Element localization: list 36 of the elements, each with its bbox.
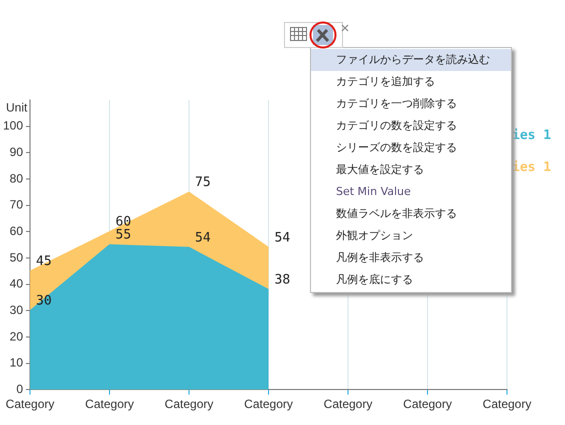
annotation: カテゴリの数を設定する — [335, 118, 458, 134]
x-tick-label: Category — [482, 397, 532, 412]
x-tick-label: Category — [244, 397, 293, 412]
y-tick-label: 60 — [10, 224, 24, 238]
data-label: 38 — [274, 272, 290, 288]
annotation: 凡例を底にする — [335, 272, 414, 288]
annotation: 最大値を設定する — [335, 162, 425, 178]
annotation: Set Min Value — [335, 184, 412, 200]
y-tick-label: 10 — [10, 356, 24, 370]
data-label: 54 — [195, 230, 211, 246]
annotation: 数値ラベルを非表示する — [335, 206, 458, 222]
text: ies 1 — [512, 128, 552, 143]
annotation: 外観オプション — [335, 228, 414, 244]
text: カテゴリを追加する — [336, 75, 435, 88]
data-label: 55 — [116, 228, 132, 243]
x-tick-label: Category — [85, 397, 134, 412]
y-tick-label: 0 — [16, 382, 24, 396]
y-tick-label: 70 — [10, 198, 24, 212]
x-tick-label: Category — [403, 397, 452, 412]
x-tick-label: Category — [6, 397, 54, 412]
y-tick-label: 90 — [10, 144, 24, 159]
data-label: 75 — [195, 175, 211, 190]
annotation: シリーズの数を設定する — [335, 140, 458, 156]
y-tick-label: 20 — [10, 329, 24, 344]
text: ファイルからデータを読み込む — [336, 53, 490, 66]
annotation: 凡例を非表示する — [335, 250, 425, 266]
x-tick-label: Category — [164, 397, 214, 412]
y-tick-label: 100 — [2, 118, 24, 133]
x-tick-label: Category — [324, 397, 372, 412]
data-label: 54 — [274, 230, 290, 246]
y-axis-title: Unit — [6, 100, 28, 114]
y-tick-label: 80 — [10, 171, 24, 186]
y-tick-label: 40 — [10, 276, 24, 291]
annotation: カテゴリを一つ削除する — [335, 96, 458, 112]
y-tick-label: 30 — [10, 302, 24, 317]
y-tick-label: 50 — [10, 250, 24, 264]
